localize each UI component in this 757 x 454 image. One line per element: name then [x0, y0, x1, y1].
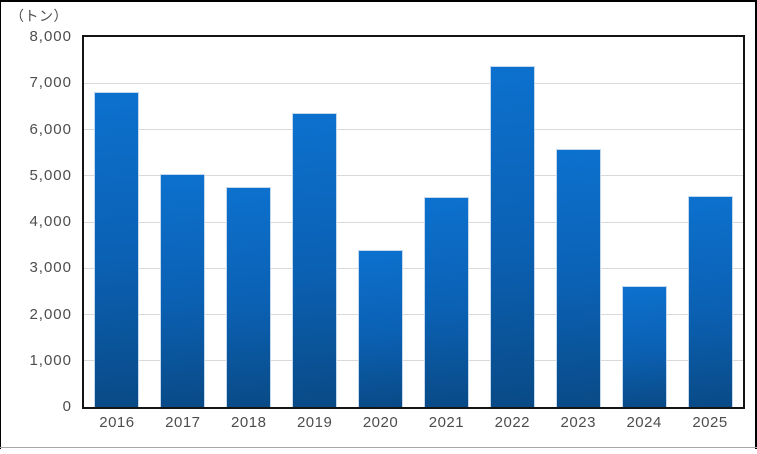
- plot-area: [82, 35, 745, 409]
- bar-2024: [621, 286, 667, 407]
- y-axis-unit-label: （トン）: [10, 8, 68, 24]
- y-tick-label-8000: 8,000: [29, 28, 72, 45]
- gridline-3000: [84, 267, 743, 269]
- bar-2020: [358, 250, 404, 407]
- y-tick-label-7000: 7,000: [29, 74, 72, 92]
- x-tick-label-2017: 2017: [165, 414, 201, 431]
- bar-2021: [423, 197, 469, 407]
- x-tick-label-2018: 2018: [231, 414, 267, 431]
- x-tick-label-2021: 2021: [428, 414, 465, 431]
- y-tick-label-4000: 4,000: [29, 213, 72, 230]
- gridline-7000: [84, 82, 743, 84]
- gridline-5000: [84, 175, 743, 177]
- x-tick-label-2025: 2025: [692, 414, 728, 431]
- x-tick-label-2024: 2024: [626, 414, 662, 431]
- y-tick-label-2000: 2,000: [29, 305, 72, 323]
- bar-2017: [160, 174, 206, 407]
- bar-2022: [489, 66, 535, 407]
- y-tick-label-1000: 1,000: [29, 351, 72, 369]
- bar-2018: [226, 187, 272, 407]
- y-tick-label-5000: 5,000: [29, 166, 72, 184]
- x-tick-label-2016: 2016: [99, 414, 135, 431]
- x-tick-label-2020: 2020: [362, 414, 399, 431]
- gridline-2000: [84, 314, 743, 315]
- gridline-4000: [84, 221, 743, 223]
- worksheet-gridline: [0, 447, 757, 448]
- gridline-1000: [84, 360, 743, 362]
- bar-2019: [292, 113, 338, 407]
- x-tick-label-2019: 2019: [296, 414, 333, 431]
- bar-2023: [555, 149, 601, 407]
- gridline-6000: [84, 129, 743, 130]
- bar-2016: [94, 92, 140, 407]
- bar-2025: [687, 196, 733, 407]
- x-tick-label-2023: 2023: [560, 414, 596, 431]
- y-tick-label-6000: 6,000: [29, 120, 72, 138]
- y-tick-label-3000: 3,000: [29, 259, 72, 277]
- x-tick-label-2022: 2022: [494, 414, 531, 431]
- y-tick-label-0: 0: [62, 398, 72, 415]
- y-axis: 0 1,000 2,000 3,000 4,000 5,000 6,000 7,000 8,00…: [0, 28, 72, 415]
